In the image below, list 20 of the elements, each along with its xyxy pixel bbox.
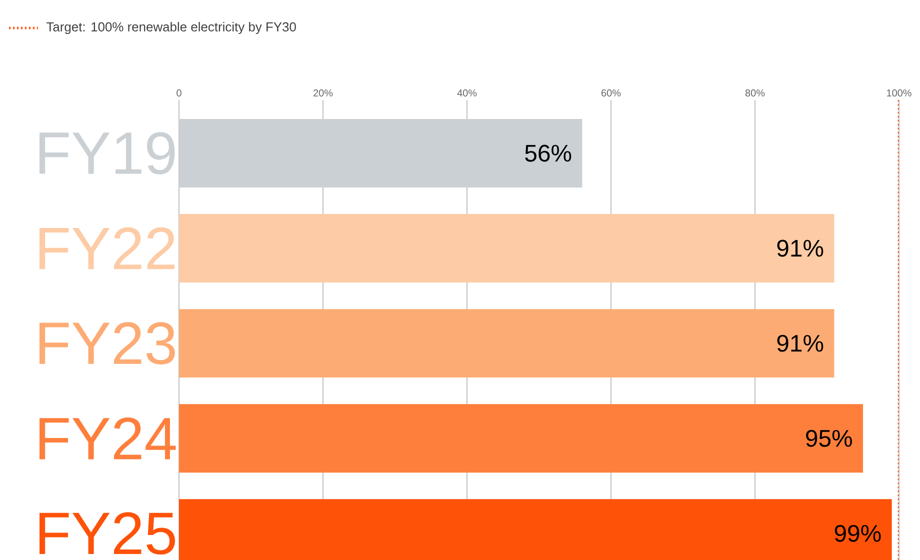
data-label: 56% <box>525 144 572 162</box>
y-tick-label: FY25 <box>40 512 175 555</box>
legend-label: Target: 100% renewable electricity by FY30 <box>46 22 296 34</box>
data-label: 99% <box>834 524 881 542</box>
x-tick-label: 40% <box>457 89 477 96</box>
bar <box>179 119 582 188</box>
bar <box>179 404 864 473</box>
y-tick-label: FY22 <box>40 227 174 270</box>
x-tick-label: 60% <box>602 89 621 96</box>
x-tick-label: 20% <box>314 89 333 96</box>
x-tick-label: 80% <box>745 89 765 96</box>
data-label: 91% <box>777 334 824 352</box>
data-label: 91% <box>777 240 824 257</box>
y-tick-label: FY23 <box>40 322 175 364</box>
bar <box>179 214 834 282</box>
data-label: 95% <box>806 430 852 447</box>
bar <box>179 309 834 378</box>
y-tick-label: FY24 <box>40 417 176 460</box>
x-tick-label: 100% <box>887 89 912 96</box>
x-tick-label: 0 <box>176 89 182 96</box>
